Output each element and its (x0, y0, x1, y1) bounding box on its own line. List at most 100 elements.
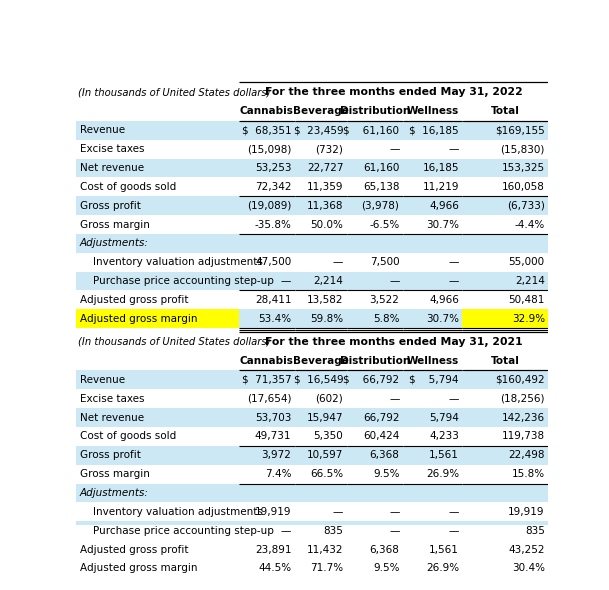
Bar (76, 234, 239, 253)
Bar (239, 309, 295, 328)
Text: Beverage: Beverage (293, 356, 348, 366)
Bar (295, 290, 347, 309)
Bar (239, 559, 295, 578)
Text: 59.8%: 59.8% (310, 314, 343, 324)
Text: 26.9%: 26.9% (426, 563, 459, 573)
Bar (76, 253, 239, 271)
Bar (295, 559, 347, 578)
Bar (403, 178, 462, 196)
Text: —: — (333, 507, 343, 517)
Bar (239, 503, 295, 522)
Bar (462, 178, 548, 196)
Bar (403, 371, 462, 389)
Bar (239, 408, 295, 427)
Text: Adjustments:: Adjustments: (80, 238, 149, 248)
Text: 65,138: 65,138 (363, 182, 400, 192)
Text: Total: Total (491, 356, 519, 366)
Bar (347, 540, 403, 559)
Bar (295, 389, 347, 408)
Bar (295, 121, 347, 140)
Text: Gross profit: Gross profit (80, 450, 141, 460)
Bar (462, 465, 548, 484)
Bar (76, 309, 239, 328)
Bar (347, 559, 403, 578)
Bar (347, 234, 403, 253)
Text: $  68,351: $ 68,351 (242, 125, 291, 135)
Text: 43,252: 43,252 (509, 545, 545, 555)
Bar (403, 234, 462, 253)
Bar (347, 121, 403, 140)
Bar (403, 253, 462, 271)
Bar (76, 159, 239, 178)
Bar (239, 484, 295, 503)
Bar (295, 178, 347, 196)
Text: —: — (333, 257, 343, 267)
Bar (76, 196, 239, 215)
Bar (403, 503, 462, 522)
Bar (347, 371, 403, 389)
Bar (462, 234, 548, 253)
Bar (403, 196, 462, 215)
Text: 53,703: 53,703 (255, 412, 291, 422)
Bar (347, 427, 403, 446)
Text: 30.4%: 30.4% (512, 563, 545, 573)
Text: $169,155: $169,155 (495, 125, 545, 135)
Text: —: — (448, 526, 459, 536)
Bar (295, 465, 347, 484)
Text: Purchase price accounting step-up: Purchase price accounting step-up (80, 526, 274, 536)
Text: Revenue: Revenue (80, 125, 125, 135)
Bar (462, 371, 548, 389)
Bar (239, 253, 295, 271)
Text: 2,214: 2,214 (515, 276, 545, 286)
Bar (462, 389, 548, 408)
Text: (15,830): (15,830) (501, 144, 545, 154)
Bar (403, 389, 462, 408)
Bar (76, 408, 239, 427)
Bar (295, 140, 347, 159)
Bar (462, 522, 548, 540)
Bar (239, 215, 295, 234)
Bar (403, 522, 462, 540)
Bar (76, 484, 239, 503)
Bar (462, 196, 548, 215)
Text: 11,432: 11,432 (307, 545, 343, 555)
Bar (295, 427, 347, 446)
Bar (295, 309, 347, 328)
Text: 47,500: 47,500 (255, 257, 291, 267)
Text: Cannabis: Cannabis (240, 106, 294, 116)
Bar (347, 484, 403, 503)
Text: Gross margin: Gross margin (80, 219, 150, 230)
Bar (76, 271, 239, 290)
Bar (462, 215, 548, 234)
Bar (239, 290, 295, 309)
Bar (347, 389, 403, 408)
Text: 28,411: 28,411 (255, 295, 291, 305)
Text: Adjusted gross margin: Adjusted gross margin (80, 563, 197, 573)
Bar (462, 271, 548, 290)
Bar (239, 159, 295, 178)
Bar (239, 465, 295, 484)
Text: —: — (281, 526, 291, 536)
Bar (403, 215, 462, 234)
Bar (295, 215, 347, 234)
Bar (347, 271, 403, 290)
Text: Net revenue: Net revenue (80, 412, 144, 422)
Bar (462, 253, 548, 271)
Bar (239, 196, 295, 215)
Text: $    5,794: $ 5,794 (409, 375, 459, 385)
Text: 11,359: 11,359 (307, 182, 343, 192)
Text: 61,160: 61,160 (363, 163, 400, 173)
Text: (15,098): (15,098) (247, 144, 291, 154)
Bar (76, 389, 239, 408)
Text: 15.8%: 15.8% (512, 469, 545, 479)
Text: -6.5%: -6.5% (369, 219, 400, 230)
Text: (In thousands of United States dollars): (In thousands of United States dollars) (79, 337, 271, 347)
Bar (76, 540, 239, 559)
Text: 160,058: 160,058 (502, 182, 545, 192)
Bar (347, 253, 403, 271)
Bar (403, 159, 462, 178)
Bar (347, 215, 403, 234)
Text: 72,342: 72,342 (255, 182, 291, 192)
Text: Beverage: Beverage (293, 106, 348, 116)
Text: Revenue: Revenue (80, 375, 125, 385)
